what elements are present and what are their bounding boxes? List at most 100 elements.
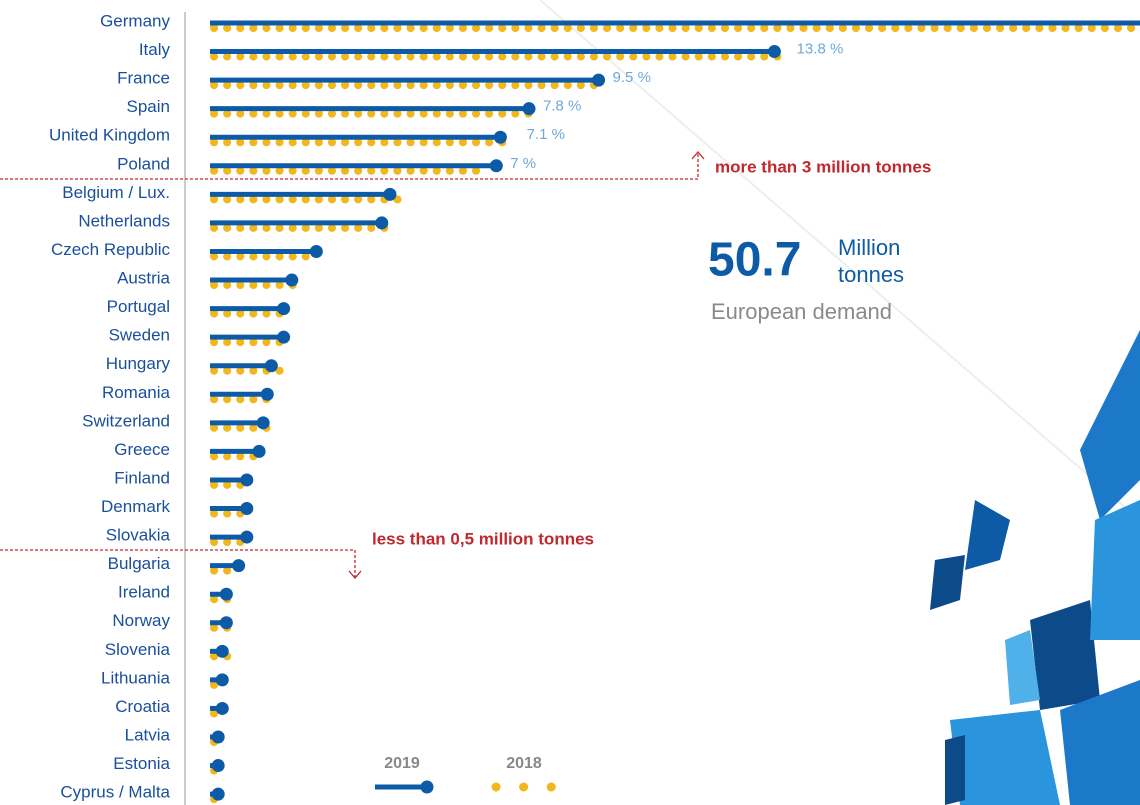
bar-dot (211, 730, 225, 744)
map-shape (1080, 330, 1140, 520)
threshold-line (0, 153, 699, 180)
bar-2019 (210, 273, 299, 287)
legend-label: 2018 (506, 755, 542, 772)
bar-dot (260, 387, 274, 401)
total-unit: Million (838, 235, 900, 260)
map-shape (965, 500, 1010, 570)
bar-dot (493, 130, 507, 144)
category-label: Ireland (118, 583, 170, 602)
bar-2019 (210, 759, 225, 773)
bar-dot (211, 787, 225, 801)
legend-label: 2019 (384, 755, 420, 772)
category-label: Greece (114, 440, 170, 459)
category-label: Latvia (125, 725, 171, 744)
value-label: 9.5 % (613, 69, 651, 86)
bar-2019 (210, 787, 225, 801)
map-shape (950, 710, 1060, 805)
bar-dot (219, 616, 233, 630)
decor-line (539, 0, 1140, 521)
bar-2019 (210, 502, 254, 516)
category-label: Sweden (109, 326, 170, 345)
bar-dot (309, 244, 323, 258)
bar-2019 (210, 73, 606, 87)
bar-dot (252, 444, 266, 458)
category-label: Lithuania (101, 668, 171, 687)
category-label: Croatia (115, 697, 170, 716)
category-label: Finland (114, 468, 170, 487)
total-caption: European demand (711, 299, 892, 324)
map-shape (1060, 680, 1140, 805)
map-shape (1030, 600, 1100, 710)
category-label: Slovakia (106, 526, 171, 545)
europe-map (930, 330, 1140, 805)
category-label: Slovenia (105, 640, 171, 659)
bar-2019 (210, 187, 397, 201)
bar-dot (285, 273, 299, 287)
bar-dot (240, 530, 254, 544)
category-label: Austria (117, 269, 170, 288)
bar-2019 (210, 530, 254, 544)
category-label: Switzerland (82, 411, 170, 430)
category-label: Czech Republic (51, 240, 171, 259)
bar-2019 (210, 673, 229, 687)
bar-dot (592, 73, 606, 87)
bar-2019 (210, 102, 536, 116)
bar-2019 (210, 330, 291, 344)
value-label: 7.1 % (527, 126, 565, 143)
bar-2019 (210, 416, 270, 430)
bar-dot (256, 416, 270, 430)
legend-swatch (420, 780, 434, 794)
bar-dot (240, 473, 254, 487)
bar-dot (240, 502, 254, 516)
bar-2019 (210, 701, 229, 715)
threshold-line (0, 549, 356, 577)
map-shape (1005, 630, 1040, 705)
bar-2019 (210, 387, 274, 401)
map-shape (1090, 500, 1140, 640)
bar-dot (767, 45, 781, 59)
bar-dot (277, 330, 291, 344)
bar-dot (219, 587, 233, 601)
bar-dot (522, 102, 536, 116)
total-unit: tonnes (838, 262, 904, 287)
category-label: France (117, 69, 170, 88)
bar-2019 (210, 216, 389, 230)
bar-dot (232, 559, 246, 573)
threshold-label: less than 0,5 million tonnes (372, 529, 594, 548)
bar-dot (215, 701, 229, 715)
bar-2019 (210, 130, 507, 144)
threshold-label: more than 3 million tonnes (715, 157, 931, 176)
bar-2019 (210, 20, 1140, 26)
bar-dot (211, 759, 225, 773)
category-label: Bulgaria (108, 554, 171, 573)
bar-dot (383, 187, 397, 201)
bar-dot (375, 216, 389, 230)
category-label: Spain (127, 97, 170, 116)
arrow-head (348, 570, 362, 579)
value-label: 13.8 % (797, 41, 844, 58)
bar-2019 (210, 473, 254, 487)
category-label: Belgium / Lux. (62, 183, 170, 202)
category-label: Netherlands (78, 211, 170, 230)
bar-dot (277, 302, 291, 316)
thresholds: more than 3 million tonnes less than 0,5… (0, 151, 931, 579)
bar-2019 (210, 159, 503, 173)
category-label: Estonia (113, 754, 170, 773)
category-label: Norway (112, 611, 170, 630)
bar-dot (215, 644, 229, 658)
value-label: 7 % (510, 155, 536, 172)
category-label: Poland (117, 154, 170, 173)
bar-dot (489, 159, 503, 173)
bar-2019 (210, 244, 323, 258)
map-shape (930, 555, 965, 610)
arrow-head (691, 151, 705, 160)
category-label: Denmark (101, 497, 170, 516)
bar-2019 (210, 730, 225, 744)
value-label: 7.8 % (543, 98, 581, 115)
bar-2019 (210, 302, 291, 316)
bar-dot (215, 673, 229, 687)
bar-2019 (210, 359, 278, 373)
bar-2019 (210, 444, 266, 458)
category-label: Romania (102, 383, 171, 402)
